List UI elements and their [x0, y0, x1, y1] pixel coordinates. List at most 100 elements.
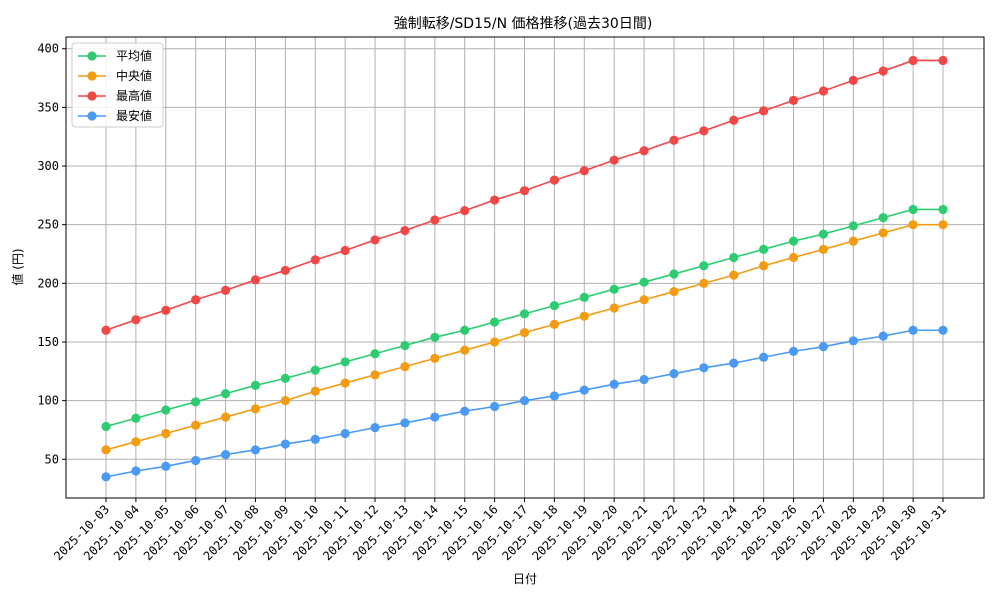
- data-point: [490, 337, 500, 347]
- y-tick-label: 300: [37, 159, 59, 173]
- data-point: [101, 445, 111, 455]
- legend-item: 最高値: [78, 88, 152, 103]
- data-point: [340, 357, 350, 367]
- data-point: [938, 325, 948, 335]
- y-axis-title: 値 (円): [10, 248, 25, 285]
- data-point: [759, 261, 769, 271]
- data-point: [400, 362, 410, 372]
- data-point: [460, 206, 470, 216]
- data-point: [310, 365, 320, 375]
- data-point: [729, 252, 739, 263]
- data-point: [519, 309, 530, 319]
- data-point: [639, 277, 649, 287]
- legend-item: 最安値: [78, 108, 152, 123]
- series-2: [101, 55, 948, 335]
- y-tick-label: 150: [37, 335, 59, 349]
- data-point: [310, 386, 320, 396]
- legend-label: 中央値: [116, 68, 152, 83]
- data-point: [788, 95, 799, 105]
- legend-box: [71, 42, 164, 128]
- y-tick-label: 200: [37, 276, 59, 290]
- data-point: [430, 353, 440, 364]
- data-point: [848, 336, 858, 346]
- data-point: [788, 236, 799, 246]
- data-point: [519, 328, 530, 338]
- data-point: [729, 115, 739, 125]
- x-axis: 2025-10-032025-10-042025-10-052025-10-06…: [51, 498, 949, 563]
- y-axis: 50 100 150 200 250 300 350 400: [37, 42, 66, 466]
- data-point: [101, 325, 111, 335]
- data-point: [220, 449, 231, 460]
- series-layer: [101, 55, 948, 482]
- data-point: [161, 305, 171, 315]
- data-point: [908, 55, 918, 66]
- data-point: [699, 363, 709, 373]
- data-point: [579, 292, 589, 303]
- data-point: [340, 378, 350, 388]
- data-point: [639, 146, 649, 156]
- data-point: [191, 455, 201, 466]
- data-point: [669, 269, 679, 279]
- data-point: [191, 295, 201, 305]
- data-point: [161, 428, 171, 439]
- data-point: [131, 413, 141, 423]
- data-point: [310, 434, 320, 444]
- y-tick-label: 400: [37, 42, 59, 56]
- data-point: [669, 369, 679, 379]
- data-point: [729, 358, 739, 368]
- data-point: [220, 285, 231, 295]
- legend-item: 中央値: [78, 68, 152, 83]
- data-point: [759, 244, 769, 254]
- data-point: [310, 255, 320, 265]
- series-3: [101, 325, 948, 482]
- data-point: [878, 213, 888, 223]
- data-point: [818, 244, 829, 254]
- legend-marker: [87, 71, 97, 81]
- data-point: [549, 319, 559, 329]
- legend-label: 平均値: [116, 48, 152, 63]
- data-point: [131, 437, 141, 447]
- legend-marker: [87, 111, 97, 121]
- data-point: [579, 311, 589, 321]
- data-point: [430, 332, 440, 342]
- x-axis-title: 日付: [513, 572, 537, 586]
- data-point: [400, 225, 410, 236]
- data-point: [639, 295, 649, 305]
- chart-title: 強制転移/SD15/N 価格推移(過去30日間): [394, 16, 653, 32]
- data-point: [340, 245, 350, 256]
- data-point: [729, 270, 739, 280]
- data-point: [430, 215, 440, 225]
- data-point: [519, 186, 530, 196]
- data-point: [908, 204, 918, 215]
- legend-marker: [87, 51, 97, 61]
- data-point: [699, 126, 709, 136]
- legend-label: 最高値: [116, 88, 152, 103]
- data-point: [280, 439, 290, 449]
- data-point: [938, 204, 948, 215]
- legend-marker: [87, 91, 97, 101]
- data-point: [220, 389, 231, 399]
- data-point: [938, 220, 948, 230]
- data-point: [908, 220, 918, 230]
- data-point: [220, 412, 231, 422]
- data-point: [250, 380, 261, 390]
- data-point: [609, 155, 619, 165]
- data-point: [400, 418, 410, 428]
- data-point: [430, 412, 440, 422]
- data-point: [490, 317, 500, 327]
- y-tick-label: 50: [45, 452, 59, 466]
- data-point: [460, 345, 470, 355]
- data-point: [609, 379, 619, 389]
- data-point: [101, 472, 111, 482]
- legend-item: 平均値: [78, 48, 152, 63]
- data-point: [250, 404, 261, 414]
- data-point: [191, 397, 201, 407]
- data-point: [460, 325, 470, 335]
- data-point: [161, 461, 171, 471]
- data-point: [490, 401, 500, 412]
- grid: [66, 37, 984, 498]
- data-point: [788, 346, 799, 356]
- data-point: [759, 106, 769, 116]
